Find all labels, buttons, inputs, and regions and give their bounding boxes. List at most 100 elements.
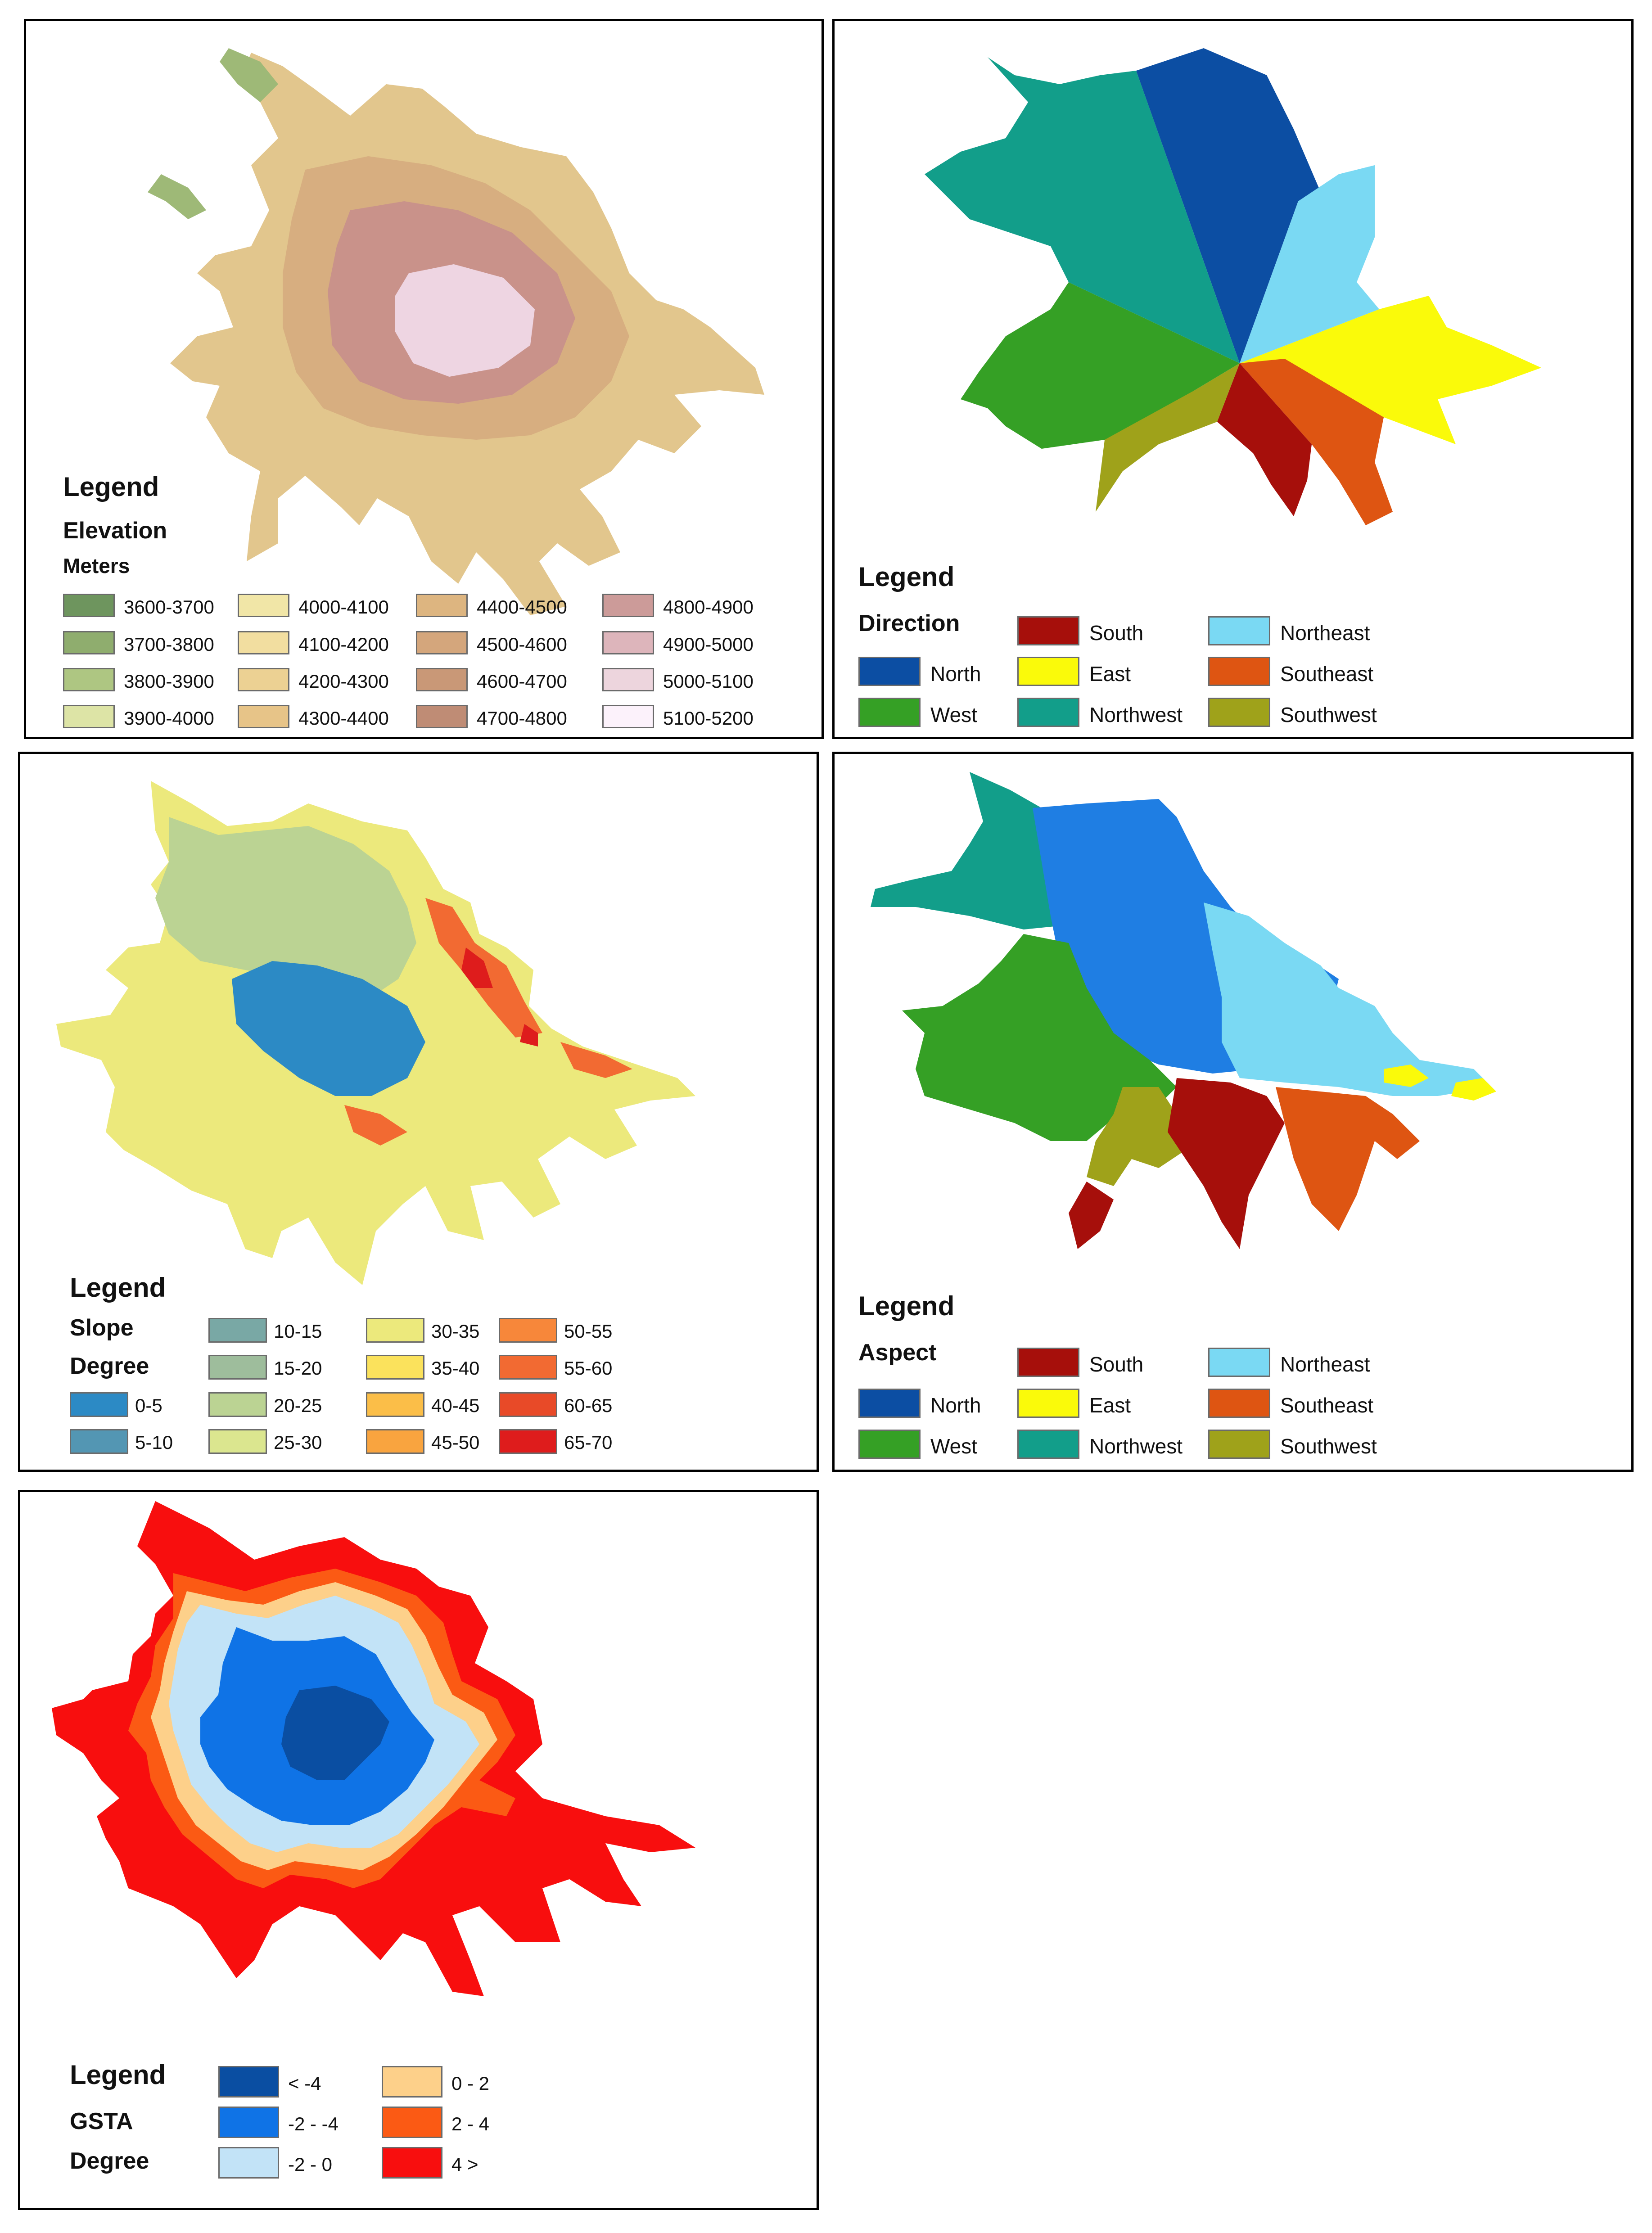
legend-swatch [1208,1348,1270,1377]
legend-title: Legend [70,1272,166,1303]
legend-label: 4 > [451,2154,478,2175]
direction-sector-northwest [925,57,1240,363]
legend-label: -2 - 0 [288,2154,333,2175]
legend-swatch [1208,616,1270,645]
slope-map-panel: Legend Slope Degree 0-5 5-10 10-15 15-20… [18,752,819,1472]
legend-swatch [63,631,115,654]
direction-map [925,48,1541,525]
legend-swatch [382,2066,442,2098]
aspect-zone-west [902,934,1177,1141]
legend-swatch [366,1429,424,1454]
legend-swatch [238,594,289,617]
direction-sector-northeast [1240,165,1379,363]
gsta-map-panel: Legend GSTA Degree < -4 -2 - -4 -2 - 0 0… [18,1490,819,2210]
direction-map-panel: Legend Direction North West South East N… [832,19,1634,739]
legend-label: 55-60 [564,1358,613,1379]
legend-title: Legend [63,472,159,502]
legend-swatch [858,657,921,686]
legend-label: Southwest [1280,1435,1377,1458]
direction-sector-west [961,282,1240,449]
legend-swatch [1017,698,1079,727]
legend-label: East [1089,1394,1131,1417]
legend-swatch [208,1355,267,1380]
legend-label: 2 - 4 [451,2113,490,2134]
legend-swatch [63,668,115,691]
legend-label: Northeast [1280,621,1370,645]
aspect-zone-east [1384,1065,1496,1101]
legend-swatch [1208,1389,1270,1418]
layer-title: GSTA [70,2108,133,2134]
legend-swatch [208,1392,267,1417]
legend-label: 4800-4900 [663,596,754,618]
legend-label: 20-25 [274,1395,322,1416]
legend-label: < -4 [288,2073,321,2094]
legend-swatch [208,1429,267,1454]
legend-swatch [238,668,289,691]
legend-swatch [1208,1430,1270,1459]
legend-label: 25-30 [274,1432,322,1453]
aspect-map [871,772,1496,1249]
legend-swatch [602,594,654,617]
direction-sector-east [1240,296,1541,444]
legend-label: Northwest [1089,703,1183,726]
legend-label: North [930,1394,981,1417]
legend-label: -2 - -4 [288,2113,339,2134]
legend-swatch [1017,616,1079,645]
legend-swatch [238,705,289,728]
legend-swatch [416,705,468,728]
legend-swatch [1017,1389,1079,1418]
legend-label: 4500-4600 [477,634,567,655]
legend-swatch [416,594,468,617]
legend-label: 3800-3900 [124,671,214,692]
legend-label: Southwest [1280,703,1377,726]
legend-label: 60-65 [564,1395,613,1416]
legend-swatch [416,668,468,691]
legend-swatch [218,2107,279,2138]
legend-title: Legend [70,2060,166,2090]
legend-swatch [70,1392,128,1417]
legend-label: 4400-4500 [477,596,567,618]
legend-label: 40-45 [431,1395,480,1416]
legend-label: West [930,703,977,726]
legend-swatch [858,698,921,727]
legend-label: 30-35 [431,1321,480,1342]
legend-label: 4000-4100 [298,596,389,618]
slope-zone-steep [344,898,632,1146]
layer-title: Slope [70,1315,134,1341]
legend-label: 4100-4200 [298,634,389,655]
legend-swatch [63,594,115,617]
legend-swatch [208,1318,267,1343]
legend-label: North [930,662,981,686]
legend-label: South [1089,621,1144,645]
legend-swatch [63,705,115,728]
elevation-map-panel: Legend Elevation Meters 3600-3700 3700-3… [24,19,824,739]
legend-label: 15-20 [274,1358,322,1379]
legend-swatch [1017,657,1079,686]
legend-label: 0-5 [135,1395,162,1416]
legend-label: 50-55 [564,1321,613,1342]
elevation-zone-peak [395,264,535,377]
legend-label: 65-70 [564,1432,613,1453]
legend-swatch [70,1429,128,1454]
legend-swatch [218,2147,279,2179]
direction-sector-south [1217,363,1312,516]
legend-label: 0 - 2 [451,2073,490,2094]
unit-label: Meters [63,554,130,577]
legend-swatch [499,1429,557,1454]
legend-label: 4300-4400 [298,708,389,729]
legend-swatch [366,1355,424,1380]
gsta-zone-coldest [281,1686,389,1780]
aspect-zone-southwest [1087,1087,1186,1186]
direction-sector-southwest [1096,363,1240,512]
legend-label: 5000-5100 [663,671,754,692]
legend-label: 4900-5000 [663,634,754,655]
layer-title: Direction [858,610,960,636]
legend-swatch [602,668,654,691]
gsta-map [52,1501,695,1996]
legend-label: 45-50 [431,1432,480,1453]
legend-swatch [858,1430,921,1459]
legend-label: South [1089,1353,1144,1376]
legend-label: 5100-5200 [663,708,754,729]
elevation-zone-green [148,48,278,219]
layer-title: Elevation [63,518,167,544]
